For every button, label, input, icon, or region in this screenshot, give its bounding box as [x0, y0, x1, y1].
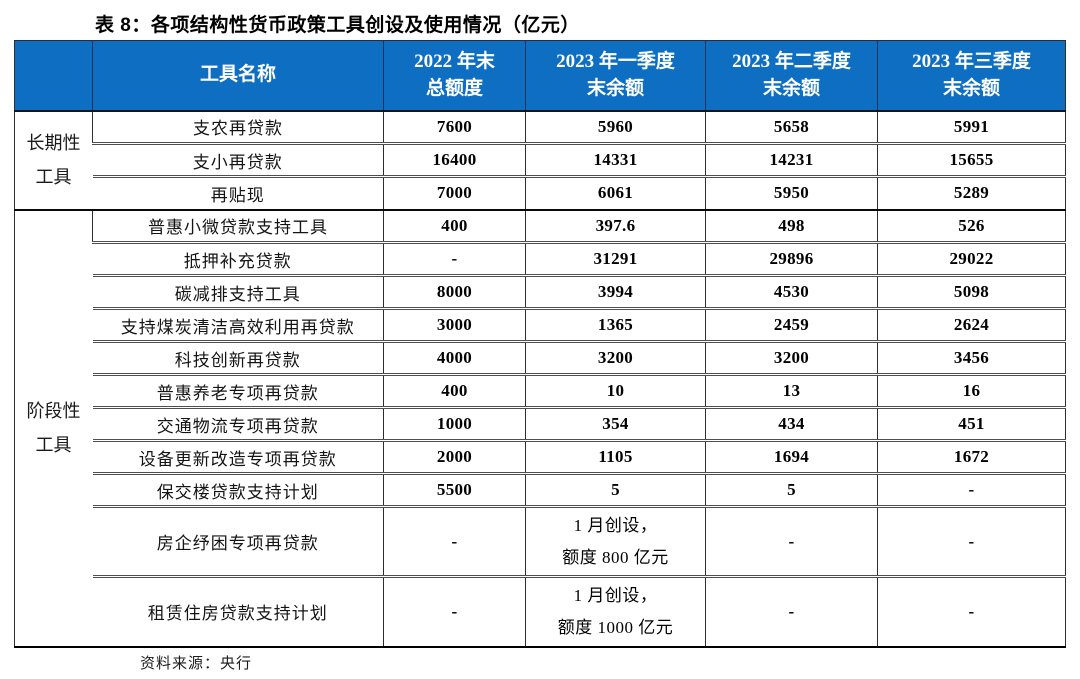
table-row: 房企纾困专项再贷款 -1 月创设， 额度 800 亿元 - -: [15, 505, 1066, 577]
value-cell: 31291: [525, 241, 706, 276]
tool-name-cell: 支农再贷款: [92, 110, 384, 144]
table-header: 工具名称 2022 年末 总额度 2023 年一季度 末余额 2023 年二季度…: [14, 40, 1066, 112]
tool-name-cell: 再贴现: [92, 175, 384, 210]
value-cell: 3456: [877, 340, 1066, 375]
table-row: 支持煤炭清洁高效利用再贷款 3000 1365 2459 2624: [15, 307, 1066, 342]
value-cell: 15655: [877, 142, 1066, 177]
table-body: 长期性 工具 支农再贷款 7600 5960 5658 5991 支小再贷款 16400 143…: [14, 110, 1066, 647]
table-row: 保交楼贷款支持计划 5500 5 5-: [15, 472, 1066, 507]
table-row: 阶段性 工具 普惠小微贷款支持工具 400 397.6 498 526: [14, 208, 1066, 647]
tool-name-cell: 设备更新改造专项再贷款: [92, 439, 384, 474]
value-cell: 1694: [705, 439, 878, 474]
value-cell: 1000: [383, 406, 526, 441]
value-cell: 5098: [877, 274, 1066, 309]
value-cell: 10: [525, 373, 706, 408]
tool-name-cell: 房企纾困专项再贷款: [92, 505, 384, 577]
tool-name-cell: 交通物流专项再贷款: [92, 406, 384, 441]
value-cell: 2459: [705, 307, 878, 342]
value-cell: 14331: [525, 142, 706, 177]
value-cell: 1365: [525, 307, 706, 342]
tool-name-cell: 碳减排支持工具: [92, 274, 384, 309]
tool-name-cell: 保交楼贷款支持计划: [92, 472, 384, 507]
value-cell: 5: [705, 472, 878, 507]
value-cell: 5950: [705, 175, 878, 210]
value-cell: 3200: [525, 340, 706, 375]
value-cell: 3200: [705, 340, 878, 375]
header-2023-q3: 2023 年三季度 末余额: [877, 40, 1066, 112]
table-row: 科技创新再贷款 4000 3200 3200 3456: [15, 340, 1066, 375]
group-label: 阶段性 工具: [14, 208, 93, 647]
value-cell: -: [877, 505, 1066, 577]
value-cell: -: [705, 505, 878, 577]
value-cell: 1105: [525, 439, 706, 474]
table-row: 租赁住房贷款支持计划 -1 月创设， 额度 1000 亿元 - -: [15, 575, 1066, 647]
value-cell: 5500: [383, 472, 526, 507]
value-cell: -: [877, 472, 1066, 507]
tool-name-cell: 普惠养老专项再贷款: [92, 373, 384, 408]
value-cell: 5991: [877, 110, 1066, 144]
tool-name-cell: 支小再贷款: [92, 142, 384, 177]
value-cell: 5289: [877, 175, 1066, 210]
value-cell: 14231: [705, 142, 878, 177]
value-cell: 3994: [525, 274, 706, 309]
value-cell: 4000: [383, 340, 526, 375]
tool-name-cell: 科技创新再贷款: [92, 340, 384, 375]
value-cell: 1 月创设， 额度 1000 亿元: [525, 575, 706, 647]
tool-name-cell: 普惠小微贷款支持工具: [92, 208, 384, 243]
header-row: 工具名称 2022 年末 总额度 2023 年一季度 末余额 2023 年二季度…: [14, 40, 1066, 112]
value-cell: 16: [877, 373, 1066, 408]
value-cell: 397.6: [525, 208, 706, 243]
value-cell: 526: [877, 208, 1066, 243]
value-cell: 4530: [705, 274, 878, 309]
data-source: 资料来源：央行: [140, 656, 253, 672]
table-row: 设备更新改造专项再贷款 2000 1105 1694 1672: [15, 439, 1066, 474]
value-cell: 16400: [383, 142, 526, 177]
table-title: 表 8：各项结构性货币政策工具创设及使用情况（亿元）: [95, 15, 580, 36]
value-cell: 7600: [383, 110, 526, 144]
value-cell: 8000: [383, 274, 526, 309]
tool-name-cell: 支持煤炭清洁高效利用再贷款: [92, 307, 384, 342]
header-2023-q2: 2023 年二季度 末余额: [705, 40, 878, 112]
value-cell: -: [383, 575, 526, 647]
value-cell: 5: [525, 472, 706, 507]
table-row: 交通物流专项再贷款 1000 354 434 451: [15, 406, 1066, 441]
value-cell: 1672: [877, 439, 1066, 474]
value-cell: 5960: [525, 110, 706, 144]
table-row: 支小再贷款 16400 14331 14231 15655: [15, 142, 1066, 177]
header-2022-total: 2022 年末 总额度: [383, 40, 526, 112]
value-cell: 498: [705, 208, 878, 243]
value-cell: 434: [705, 406, 878, 441]
tool-name-cell: 租赁住房贷款支持计划: [92, 575, 384, 647]
table-row: 碳减排支持工具 8000 3994 4530 5098: [15, 274, 1066, 309]
table-row: 普惠养老专项再贷款 400 10 13 16: [15, 373, 1066, 408]
group-label: 长期性 工具: [26, 132, 81, 187]
header-2023-q1: 2023 年一季度 末余额: [525, 40, 706, 112]
table-row: 抵押补充贷款 -31291 29896 29022: [15, 241, 1066, 276]
header-tool-name: 工具名称: [92, 40, 384, 112]
value-cell: 2000: [383, 439, 526, 474]
value-cell: 7000: [383, 175, 526, 210]
value-cell: 400: [383, 373, 526, 408]
value-cell: 29896: [705, 241, 878, 276]
value-cell: 354: [525, 406, 706, 441]
value-cell: 1 月创设， 额度 800 亿元: [525, 505, 706, 577]
value-cell: -: [705, 575, 878, 647]
tool-name-cell: 抵押补充贷款: [92, 241, 384, 276]
value-cell: 2624: [877, 307, 1066, 342]
value-cell: 29022: [877, 241, 1066, 276]
value-cell: 3000: [383, 307, 526, 342]
value-cell: 451: [877, 406, 1066, 441]
header-group-cell: [14, 40, 93, 112]
value-cell: 400: [383, 208, 526, 243]
table-row: 长期性 工具 支农再贷款 7600 5960 5658 5991: [15, 110, 1066, 187]
value-cell: 5658: [705, 110, 878, 144]
value-cell: -: [877, 575, 1066, 647]
table-row: 再贴现 7000 6061 5950 5289: [15, 175, 1066, 210]
value-cell: 6061: [525, 175, 706, 210]
structural-monetary-policy-tools-table: 工具名称 2022 年末 总额度 2023 年一季度 末余额 2023 年二季度…: [14, 40, 1066, 648]
value-cell: -: [383, 241, 526, 276]
value-cell: 13: [705, 373, 878, 408]
value-cell: -: [383, 505, 526, 577]
